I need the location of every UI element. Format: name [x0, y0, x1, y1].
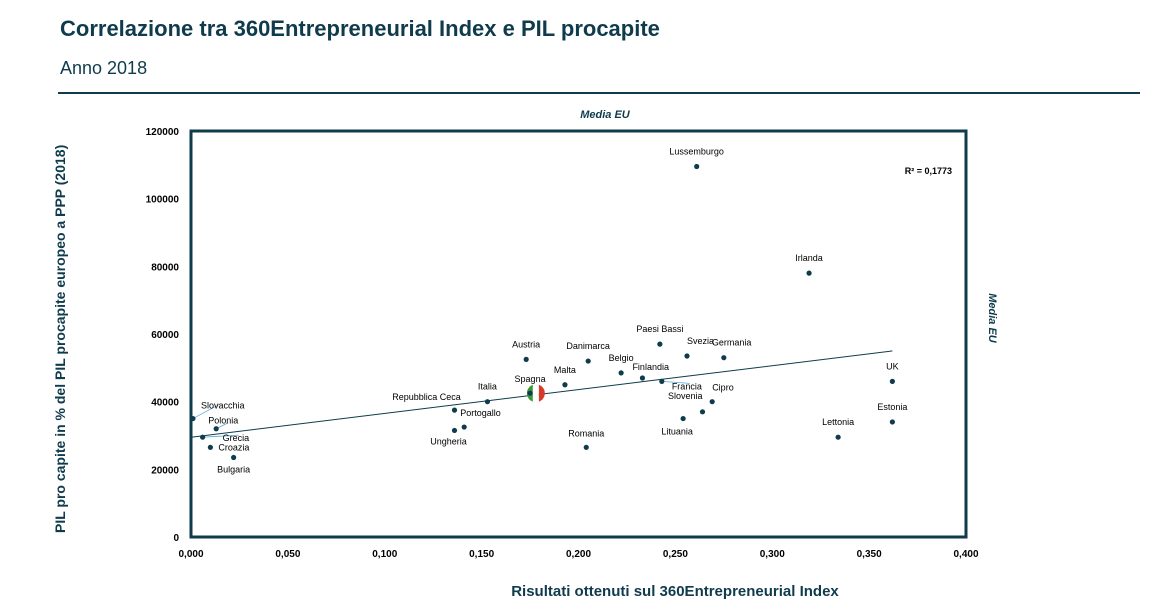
- point-label: Grecia: [223, 433, 250, 443]
- point-label: Paesi Bassi: [636, 324, 683, 334]
- point-label: Lussemburgo: [669, 147, 724, 157]
- point-label: Svezia: [687, 336, 714, 346]
- data-point: [562, 382, 568, 388]
- media-eu-top-label: Media EU: [580, 109, 630, 121]
- point-label: Lituania: [661, 427, 693, 437]
- page-title: Correlazione tra 360Entrepreneurial Inde…: [60, 16, 660, 41]
- point-label: Belgio: [609, 353, 634, 363]
- title-divider: [58, 92, 1140, 94]
- plot-frame: [189, 129, 968, 539]
- point-label: Romania: [568, 428, 604, 438]
- point-label: Irlanda: [795, 253, 823, 263]
- point-label: Slovenia: [668, 391, 703, 401]
- leader-line: [661, 380, 690, 384]
- data-point: [527, 390, 533, 396]
- point-label: Danimarca: [566, 341, 610, 351]
- data-point: [231, 454, 237, 461]
- point-label: Germania: [712, 338, 752, 348]
- point-label: UK: [886, 361, 899, 371]
- flag-stripe: [538, 384, 545, 403]
- y-tick-label: 0: [173, 533, 179, 544]
- x-tick-label: 0,200: [566, 549, 591, 560]
- r-squared-annotation: R² = 0,1773: [905, 166, 952, 176]
- data-point: [680, 415, 686, 422]
- point-label: Ungheria: [430, 436, 467, 446]
- y-tick-label: 20000: [151, 465, 179, 476]
- y-tick-label: 120000: [146, 127, 180, 138]
- point-label: Portogallo: [460, 408, 501, 418]
- point-label: Spagna: [515, 374, 546, 384]
- point-label: Francia: [672, 381, 702, 391]
- data-point: [806, 270, 812, 276]
- leader-line: [202, 434, 239, 438]
- data-point: [190, 415, 196, 422]
- x-tick-label: 0,300: [760, 549, 785, 560]
- x-tick-label: 0,000: [178, 549, 203, 560]
- point-label: Malta: [554, 365, 576, 375]
- data-point: [213, 426, 219, 432]
- leader-line: [192, 404, 220, 419]
- flag-stripe: [532, 384, 539, 403]
- x-tick-label: 0,050: [275, 549, 300, 560]
- point-label: Slovacchia: [201, 401, 245, 411]
- point-label: Cipro: [712, 383, 734, 393]
- data-point: [200, 434, 206, 440]
- point-label: Austria: [512, 339, 540, 349]
- y-tick-label: 40000: [151, 398, 179, 409]
- data-point: [523, 356, 529, 362]
- x-axis-title: Risultati ottenuti sul 360Entrepreneuria…: [511, 583, 839, 600]
- data-point: [657, 341, 663, 347]
- y-tick-label: 100000: [146, 195, 180, 206]
- point-label: Estonia: [877, 402, 907, 412]
- data-point: [889, 378, 895, 384]
- x-tick-label: 0,350: [857, 549, 882, 560]
- data-point: [207, 444, 213, 450]
- x-tick-label: 0,400: [953, 549, 978, 560]
- x-tick-label: 0,150: [469, 549, 494, 560]
- x-tick-label: 0,100: [372, 549, 397, 560]
- data-point: [699, 409, 706, 415]
- page-subtitle: Anno 2018: [60, 58, 148, 78]
- y-tick-label: 80000: [151, 262, 179, 273]
- point-label: Repubblica Ceca: [392, 392, 461, 402]
- point-label: Croazia: [218, 442, 249, 452]
- data-point: [889, 419, 895, 425]
- data-point: [639, 375, 646, 381]
- data-point: [659, 378, 665, 384]
- data-point: [835, 434, 841, 440]
- point-label: Italia: [478, 382, 497, 392]
- data-point: [451, 407, 458, 413]
- data-point: [585, 358, 591, 364]
- data-point: [618, 370, 624, 376]
- point-label: Bulgaria: [217, 464, 250, 474]
- point-label: Polonia: [208, 416, 238, 426]
- x-tick-label: 0,250: [663, 549, 688, 560]
- data-point: [484, 399, 491, 405]
- data-point: [721, 355, 727, 361]
- data-point: [694, 163, 700, 170]
- data-point: [451, 427, 458, 434]
- data-point: [461, 424, 467, 430]
- point-label: Lettonia: [822, 417, 854, 427]
- data-point: [709, 399, 715, 405]
- data-point: [583, 444, 589, 450]
- point-label: Finlandia: [632, 362, 669, 372]
- y-tick-label: 60000: [151, 330, 179, 341]
- data-point: [684, 353, 690, 359]
